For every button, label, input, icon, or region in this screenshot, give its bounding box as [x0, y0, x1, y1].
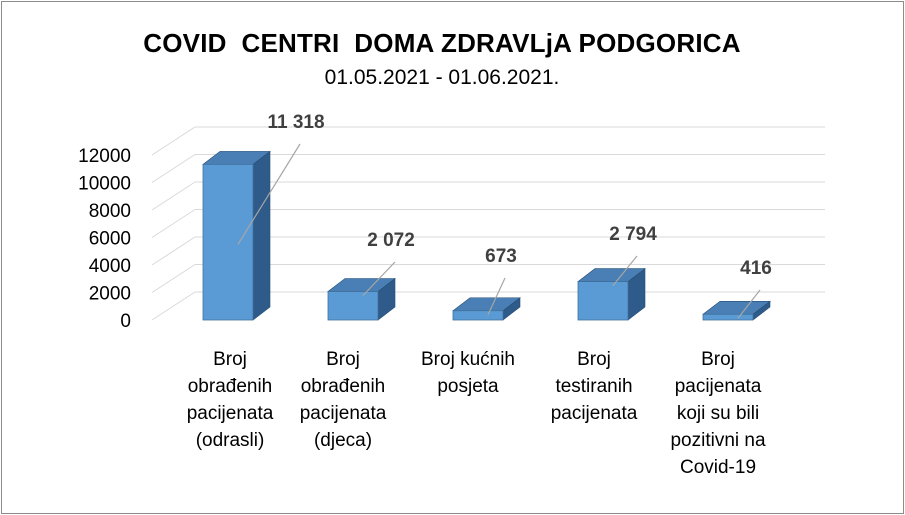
x-tick-label-line: Broj: [213, 349, 247, 370]
x-tick-label: Broj obrađenih pacijenata (odrasli): [165, 346, 295, 454]
data-label: 2 072: [367, 230, 415, 251]
y-tick-label: 12000: [78, 146, 131, 167]
x-tick-label-line: (djeca): [313, 430, 373, 451]
y-tick-label: 10000: [78, 174, 131, 195]
x-tick-label-line: pozitivni na: [670, 430, 766, 451]
y-tick-label: 6000: [89, 229, 131, 250]
x-tick-label-line: (odrasli): [195, 430, 265, 451]
gridline-depth: [151, 181, 196, 211]
bar: [202, 163, 254, 321]
y-tick-label: 4000: [89, 256, 131, 277]
data-label-leader: [487, 277, 506, 315]
data-label-leader: [362, 261, 396, 296]
data-label-leader: [237, 143, 301, 245]
y-tick-label: 0: [120, 311, 131, 332]
x-tick-label-line: pacijenata: [674, 376, 762, 397]
data-label: 673: [485, 246, 517, 267]
data-label-leader: [737, 289, 761, 319]
data-label-leader: [612, 255, 638, 286]
x-tick-label-line: posjeta: [437, 376, 499, 397]
data-label: 2 794: [609, 224, 657, 245]
bar: [702, 313, 754, 321]
y-tick-label: 8000: [89, 201, 131, 222]
x-tick-label-line: Broj: [577, 349, 611, 370]
x-tick-label-line: koji su bili: [676, 403, 760, 424]
gridline-depth: [151, 236, 196, 266]
bar-side: [252, 150, 271, 321]
x-tick-label: Broj kućnih posjeta: [403, 346, 533, 400]
gridline-depth: [151, 126, 196, 156]
data-label: 11 318: [267, 112, 324, 133]
x-tick-label-line: Broj: [701, 349, 735, 370]
x-tick-label-line: pacijenata: [550, 403, 638, 424]
bar: [577, 281, 629, 321]
y-tick-label: 2000: [89, 284, 131, 305]
gridline-depth: [151, 291, 196, 321]
gridline-depth: [151, 209, 196, 238]
bar: [452, 310, 504, 321]
x-tick-label-line: Covid-19: [679, 457, 757, 478]
x-tick-label: Broj pacijenata koji su bili pozitivni na Co…: [653, 346, 783, 481]
x-tick-label: Broj obrađenih pacijenata (djeca): [278, 346, 408, 454]
x-tick-label-line: pacijenata: [299, 403, 387, 424]
x-tick-label-line: obrađenih: [300, 376, 386, 397]
x-tick-label-line: Broj: [326, 349, 360, 370]
gridline-depth: [151, 264, 196, 293]
x-tick-label-line: pacijenata: [186, 403, 274, 424]
chart-subtitle: 01.05.2021 - 01.06.2021.: [324, 66, 560, 89]
x-tick-label-line: Broj kućnih: [421, 349, 515, 370]
bar: [327, 291, 379, 321]
gridline-depth: [151, 154, 196, 183]
x-tick-label-line: obrađenih: [187, 376, 273, 397]
x-tick-label-line: testiranih: [555, 376, 633, 397]
data-label: 416: [740, 258, 772, 279]
chart-title: COVID CENTRI DOMA ZDRAVLjA PODGORICA: [143, 28, 741, 58]
x-tick-label: Broj testiranih pacijenata: [529, 346, 659, 427]
